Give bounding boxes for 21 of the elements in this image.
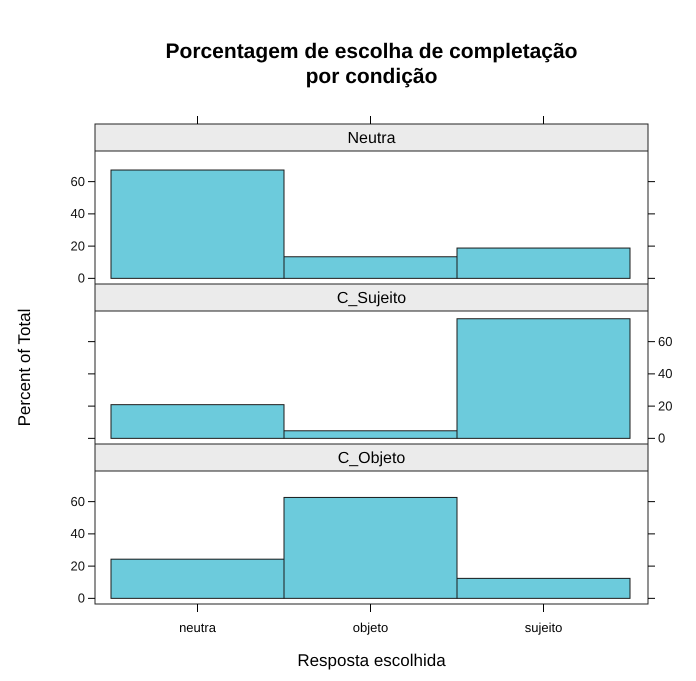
x-axis-title: Resposta escolhida <box>297 651 446 670</box>
y-tick-label: 40 <box>658 366 672 382</box>
y-tick-label: 0 <box>78 270 85 286</box>
y-tick-label: 20 <box>70 238 85 254</box>
y-tick-label: 0 <box>78 590 85 606</box>
chart-subtitle: Neutra <box>347 130 396 147</box>
y-tick-label: 20 <box>70 558 85 574</box>
y-tick-label: 60 <box>658 334 672 349</box>
chart-title: Porcentagem de escolha de completação por condição <box>166 40 578 88</box>
y-tick-label: 0 <box>658 430 666 446</box>
x-tick-label: sujeito <box>524 620 562 635</box>
x-tick-label: objeto <box>352 620 388 635</box>
y-tick-label: 60 <box>70 174 85 189</box>
y-tick-label: 60 <box>70 494 85 509</box>
y-tick-label: 40 <box>70 206 85 222</box>
x-tick-label: neutra <box>179 620 217 635</box>
y-tick-label: 20 <box>658 398 672 414</box>
y-tick-label: 40 <box>70 526 85 542</box>
chart-subtitle: C_Sujeito <box>336 290 406 307</box>
y-axis-title: Percent of Total <box>15 308 34 426</box>
chart-subtitle: C_Objeto <box>338 450 406 467</box>
